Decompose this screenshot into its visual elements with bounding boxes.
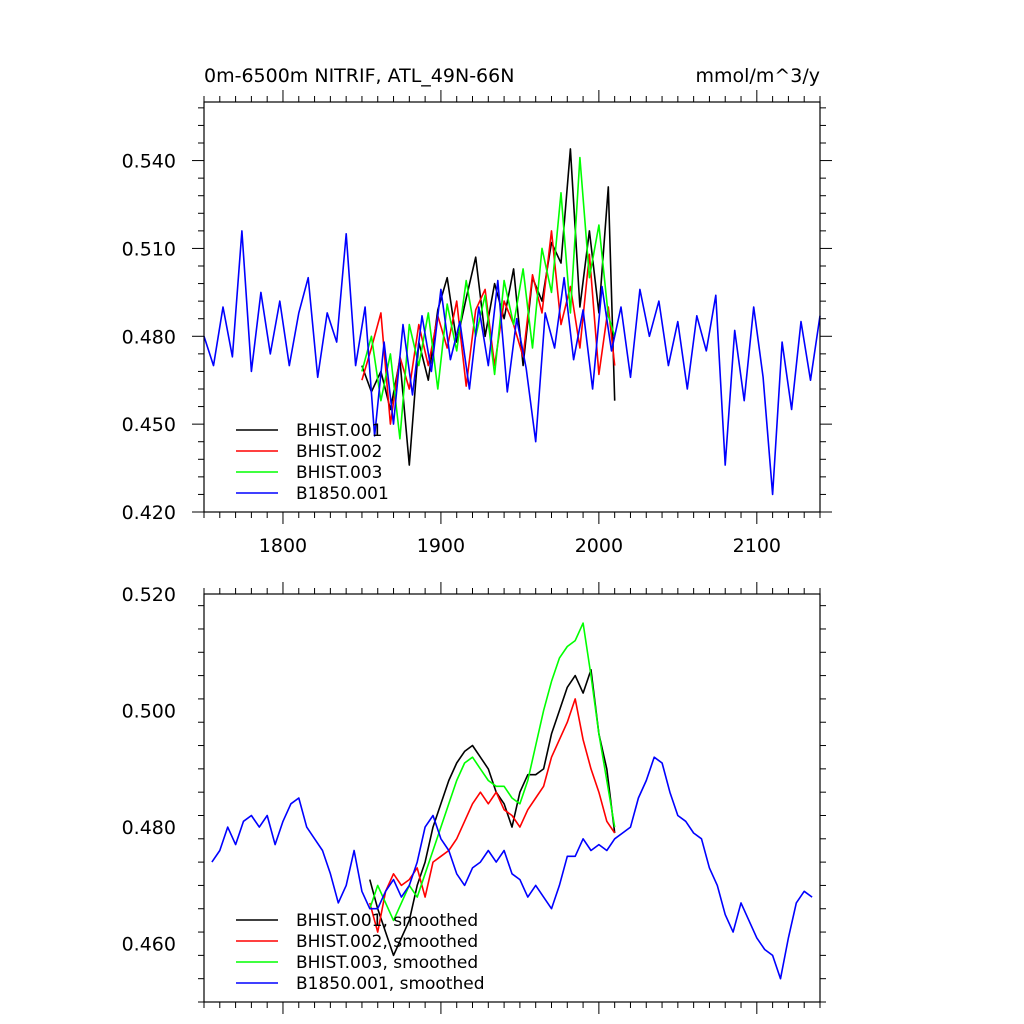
x-tick-label: 1900: [417, 535, 465, 557]
series-line-bottom-0: [369, 669, 616, 957]
series-line-top-2: [361, 156, 616, 440]
plot-frame-top: [203, 101, 821, 513]
y-tick-label: 0.540: [122, 151, 176, 173]
plot-frame-bottom: [203, 593, 821, 1003]
legend-label-top-1: BHIST.002: [296, 442, 382, 462]
x-tick-label: 2100: [733, 535, 781, 557]
series-line-top-3: [203, 230, 821, 496]
x-tick-label: 1800: [259, 535, 307, 557]
series-line-bottom-2: [369, 622, 616, 922]
y-tick-label: 0.520: [122, 584, 176, 606]
legend-label-bottom-2: BHIST.003, smoothed: [296, 953, 478, 973]
series-line-bottom-3: [211, 756, 813, 980]
y-tick-label: 0.510: [122, 238, 176, 260]
legend-label-bottom-1: BHIST.002, smoothed: [296, 932, 478, 952]
y-tick-label: 0.420: [122, 502, 176, 524]
series-line-bottom-1: [369, 698, 616, 933]
series-group-bottom: [211, 622, 813, 980]
panel-top: 0m-6500m NITRIF, ATL_49N-66N mmol/m^3/y …: [122, 65, 832, 557]
legend-label-top-2: BHIST.003: [296, 463, 382, 483]
series-group-top: [203, 148, 821, 496]
chart-title-left: 0m-6500m NITRIF, ATL_49N-66N: [204, 65, 514, 87]
chart-title-right: mmol/m^3/y: [696, 65, 820, 87]
y-tick-label: 0.460: [122, 934, 176, 956]
legend-label-top-0: BHIST.001: [296, 421, 382, 441]
y-tick-label: 0.450: [122, 414, 176, 436]
y-tick-label: 0.480: [122, 817, 176, 839]
y-tick-label: 0.500: [122, 701, 176, 723]
legend-label-top-3: B1850.001: [296, 484, 389, 504]
legend-label-bottom-0: BHIST.001, smoothed: [296, 911, 478, 931]
axes-top: 1800 1900 2000 2100 0.420 0.450 0.480 0.510 0.54…: [122, 90, 832, 557]
y-tick-label: 0.480: [122, 326, 176, 348]
panel-bottom: 0.460 0.480 0.500 0.520 BHIST.001, smoothed…: [122, 582, 826, 1014]
axes-bottom: 0.460 0.480 0.500 0.520: [122, 582, 826, 1014]
x-tick-label: 2000: [575, 535, 623, 557]
legend-label-bottom-3: B1850.001, smoothed: [296, 974, 485, 994]
